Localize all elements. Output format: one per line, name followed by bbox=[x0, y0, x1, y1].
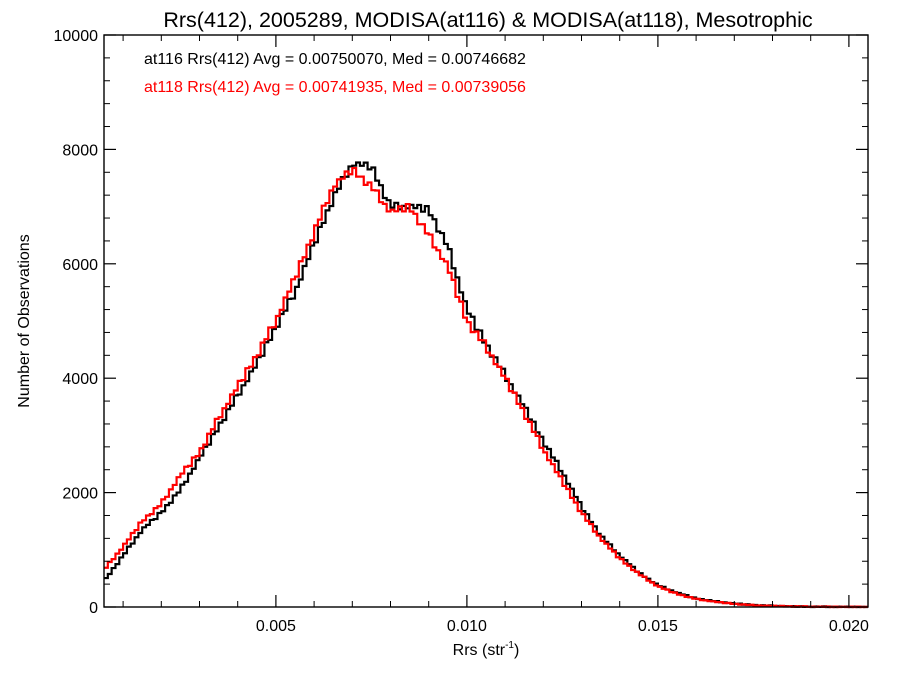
x-tick-label: 0.010 bbox=[447, 618, 487, 635]
x-axis-label-close: ) bbox=[514, 642, 519, 659]
axis-ticks: 0.005 0.010 0.015 0.020 0 2000 4000 6000 8000 100… bbox=[54, 28, 870, 635]
legend-entry-at116: at116 Rrs(412) Avg = 0.00750070, Med = 0… bbox=[144, 51, 526, 68]
x-tick-label: 0.015 bbox=[638, 618, 678, 635]
y-tick-label: 4000 bbox=[62, 371, 98, 388]
y-tick-label: 6000 bbox=[62, 257, 98, 274]
x-axis-label-main: Rrs (str bbox=[453, 642, 506, 659]
y-tick-label: 0 bbox=[89, 600, 98, 617]
y-axis-label: Number of Observations bbox=[16, 234, 33, 407]
x-axis-label-exponent: -1 bbox=[505, 640, 514, 651]
chart-title: Rrs(412), 2005289, MODISA(at116) & MODIS… bbox=[163, 8, 812, 32]
series-line-0 bbox=[104, 161, 868, 609]
x-tick-label: 0.005 bbox=[256, 618, 296, 635]
x-tick-label: 0.020 bbox=[829, 618, 869, 635]
y-tick-label: 2000 bbox=[62, 486, 98, 503]
series-line-1 bbox=[104, 166, 868, 609]
y-tick-label: 8000 bbox=[62, 142, 98, 159]
plot-area bbox=[104, 161, 868, 609]
legend-entry-at118: at118 Rrs(412) Avg = 0.00741935, Med = 0… bbox=[144, 79, 526, 96]
y-tick-label: 10000 bbox=[54, 28, 99, 45]
plot-frame bbox=[103, 34, 869, 608]
x-axis-label: Rrs (str-1) bbox=[453, 640, 520, 659]
